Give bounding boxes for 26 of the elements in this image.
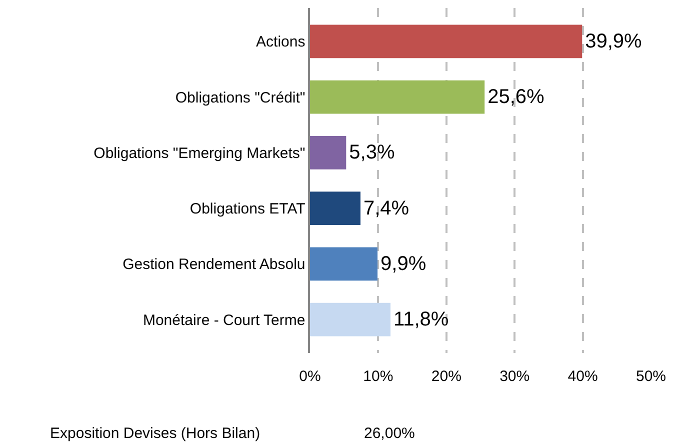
x-tick-label: 30% (500, 368, 530, 385)
data-label: 9,9% (380, 252, 426, 275)
x-tick-label: 0% (299, 368, 321, 385)
data-label: 7,4% (363, 197, 410, 220)
x-tick-label: 50% (636, 368, 666, 385)
bar (310, 136, 346, 170)
data-label: 5,3% (349, 142, 395, 164)
text: Exposition Devises (Hors Bilan) (50, 425, 260, 442)
bar (310, 192, 360, 226)
y-tick-label: Obligations "Emerging Markets" (94, 144, 306, 162)
data-label: 25,6% (488, 86, 545, 108)
x-tick-label: 40% (568, 368, 598, 385)
y-tick-label: Obligations "Crédit" (175, 89, 306, 106)
bar (310, 302, 390, 336)
y-tick-label: Obligations ETAT (190, 200, 306, 218)
bar (310, 24, 582, 58)
y-tick-label: Gestion Rendement Absolu (122, 256, 306, 274)
y-tick-label: Monétaire - Court Terme (142, 312, 306, 329)
bar (310, 247, 378, 281)
bar (310, 80, 485, 114)
x-tick-label: 10% (363, 368, 394, 385)
y-tick-label: Actions (256, 34, 306, 51)
data-label: 39,9% (585, 30, 642, 52)
text: 26,00% (364, 425, 415, 442)
x-tick-label: 20% (431, 368, 462, 385)
data-label: 11,8% (393, 308, 449, 331)
